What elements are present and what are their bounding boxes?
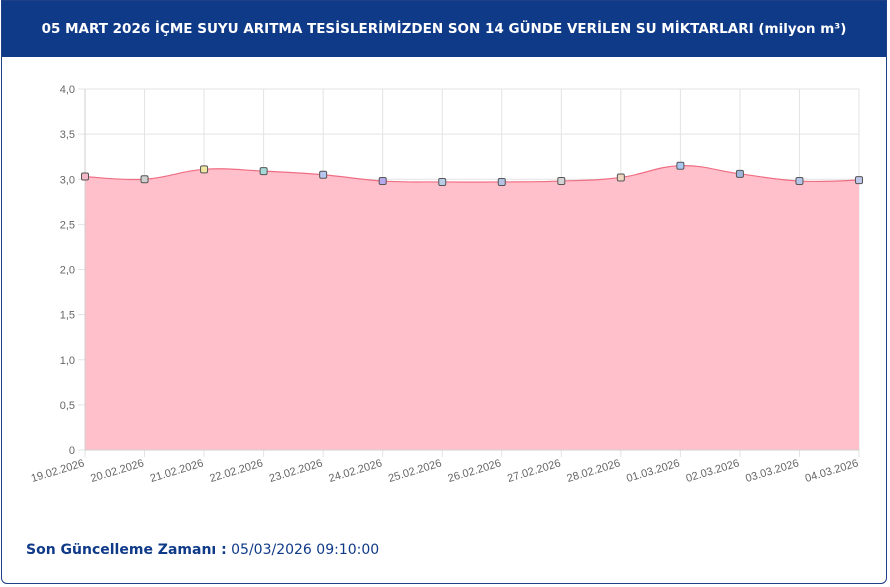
x-tick-label: 03.03.2026 (744, 457, 800, 485)
data-point (81, 172, 89, 181)
data-point (557, 177, 566, 186)
y-tick-label: 0 (69, 445, 75, 457)
x-tick-label: 22.02.2026 (208, 457, 264, 485)
chart-title: 05 MART 2026 İÇME SUYU ARITMA TESİSLERİM… (41, 21, 847, 37)
x-tick-label: 02.03.2026 (685, 457, 741, 485)
x-tick-label: 28.02.2026 (566, 457, 622, 485)
x-tick-label: 01.03.2026 (625, 457, 681, 485)
data-point (855, 176, 863, 185)
x-tick-label: 24.02.2026 (327, 457, 383, 485)
area-chart: 0 0,5 1,0 1,5 2,0 2,5 3,0 3,5 4,0 19.02.2026 20.02… (30, 84, 863, 485)
y-tick-label: 1,0 (60, 355, 75, 367)
data-point (676, 161, 685, 170)
data-point (795, 177, 804, 186)
x-tick-label: 04.03.2026 (804, 457, 860, 485)
x-tick-label: 25.02.2026 (387, 457, 443, 485)
x-tick-label: 19.02.2026 (30, 457, 86, 485)
data-point (438, 177, 447, 186)
last-update: Son Güncelleme Zamanı : 05/03/2026 09:10… (26, 542, 379, 558)
data-point (378, 177, 387, 186)
y-tick-label: 0,5 (60, 400, 75, 412)
data-point (200, 165, 209, 174)
y-tick-label: 2,5 (60, 219, 75, 231)
last-update-label: Son Güncelleme Zamanı : (26, 542, 227, 558)
data-point (319, 170, 328, 179)
x-tick-label: 21.02.2026 (149, 457, 205, 485)
data-point (497, 177, 506, 186)
x-tick-label: 20.02.2026 (89, 457, 145, 485)
y-tick-label: 3,5 (60, 129, 75, 141)
y-tick-label: 3,0 (60, 174, 75, 186)
chart-header: 05 MART 2026 İÇME SUYU ARITMA TESİSLERİM… (2, 1, 886, 57)
chart-area: 0 0,5 1,0 1,5 2,0 2,5 3,0 3,5 4,0 19.02.2026 20.02… (2, 57, 888, 497)
x-tick-label: 26.02.2026 (446, 457, 502, 485)
y-tick-label: 1,5 (60, 310, 75, 322)
x-tick-label: 27.02.2026 (506, 457, 562, 485)
x-tick-label: 23.02.2026 (268, 457, 324, 485)
data-point (735, 169, 744, 178)
data-point (259, 167, 268, 176)
y-tick-label: 4,0 (60, 84, 75, 96)
series-line (84, 165, 860, 183)
y-tick-label: 2,0 (60, 265, 75, 277)
data-point (140, 175, 149, 184)
area-fill (85, 165, 859, 450)
data-point (616, 173, 625, 182)
last-update-value: 05/03/2026 09:10:00 (231, 542, 380, 558)
